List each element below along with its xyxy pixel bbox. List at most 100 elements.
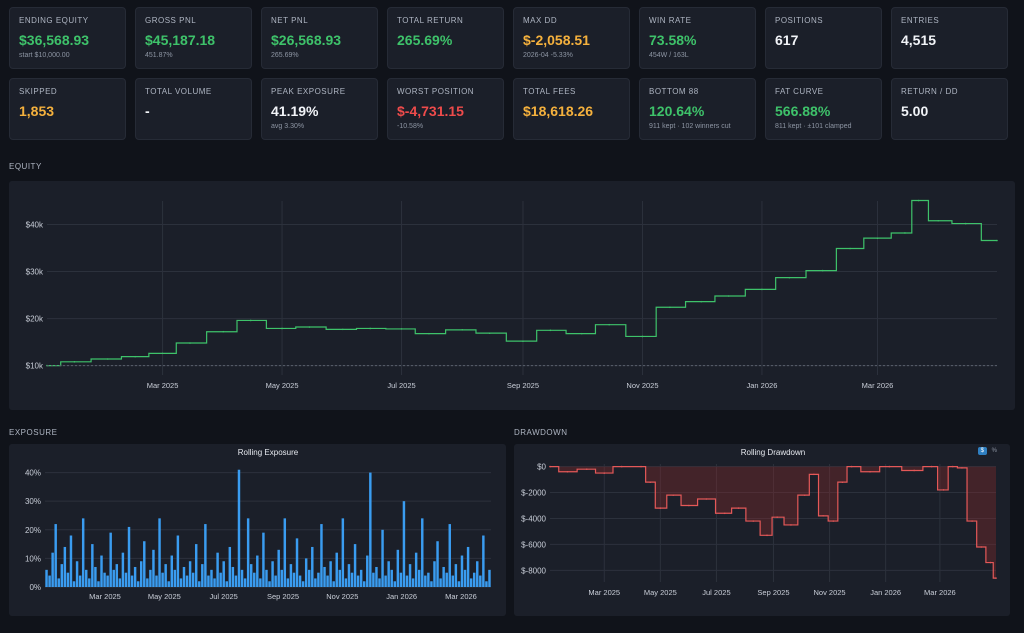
exposure-bar <box>45 569 48 587</box>
exposure-bar <box>243 578 247 587</box>
metric-subtext: 2026-04 -5.33% <box>523 52 573 59</box>
metric-value: 566.88% <box>775 103 831 119</box>
metric-card: NET PNL $26,568.93 265.69% <box>261 7 378 69</box>
exposure-bar <box>262 532 265 587</box>
metric-subtext: 911 kept · 102 winners cut <box>649 123 731 130</box>
y-tick-label: $-4000 <box>521 514 546 523</box>
equity-chart: $10k $20k $30k $40k Mar 2025 May 2025 Jul 2025… <box>26 199 998 390</box>
exposure-bar <box>387 561 390 587</box>
x-tick-label: Sep 2025 <box>267 592 299 601</box>
exposure-bar <box>472 572 476 587</box>
exposure-bar <box>112 569 115 587</box>
exposure-bar <box>136 581 140 587</box>
exposure-bar <box>198 581 201 587</box>
exposure-bar <box>57 578 60 587</box>
x-tick-label: Nov 2025 <box>626 381 658 390</box>
exposure-bar <box>72 581 76 587</box>
drawdown-point <box>649 481 652 483</box>
x-tick-label: Jan 2026 <box>870 588 901 597</box>
equity-point <box>937 219 940 222</box>
metric-value: 4,515 <box>901 32 937 48</box>
exposure-bar <box>146 578 149 587</box>
x-tick-label: May 2025 <box>266 381 299 390</box>
metric-subtext: 454W / 163L <box>649 52 689 59</box>
exposure-bar <box>393 581 397 587</box>
exposure-bar <box>350 572 354 587</box>
exposure-bar <box>133 566 137 587</box>
metric-subtext: avg 3.30% <box>271 123 305 130</box>
metric-value: 5.00 <box>901 103 929 119</box>
x-tick-label: Mar 2026 <box>862 381 894 390</box>
drawdown-line <box>550 465 996 579</box>
exposure-bar <box>170 555 174 587</box>
exposure-bar <box>451 575 455 587</box>
exposure-bar <box>421 518 424 587</box>
exposure-bar <box>427 572 430 587</box>
metrics-row-1: ENDING EQUITY $36,568.93 start $10,000.00 G… <box>9 7 1015 69</box>
drawdown-point <box>888 465 891 468</box>
metric-label: WIN RATE <box>649 16 692 25</box>
drawdown-point <box>869 470 871 473</box>
metric-label: PEAK EXPOSURE <box>271 87 346 96</box>
exposure-bar <box>317 572 320 587</box>
exposure-bar <box>118 578 122 587</box>
exposure-bar <box>91 544 94 587</box>
metric-value: - <box>145 103 150 119</box>
drawdown-point <box>961 467 963 469</box>
metric-subtext: start $10,000.00 <box>19 52 70 59</box>
exposure-bar <box>311 546 314 587</box>
drawdown-point <box>995 577 997 579</box>
equity-point <box>761 288 763 291</box>
metric-label: MAX DD <box>523 16 558 25</box>
exposure-bar <box>100 555 103 587</box>
exposure-bar <box>109 532 112 587</box>
exposure-bar <box>234 575 238 587</box>
equity-point <box>369 327 371 330</box>
x-tick-label: Mar 2025 <box>89 592 121 601</box>
exposure-bar <box>130 575 134 587</box>
drawdown-area <box>550 466 996 579</box>
exposure-bar <box>372 572 375 587</box>
chart-title: Rolling Drawdown <box>741 448 805 457</box>
exposure-bar <box>48 575 51 587</box>
x-tick-label: Jan 2026 <box>747 381 778 390</box>
drawdown-point <box>951 465 954 468</box>
exposure-bar <box>466 546 470 587</box>
x-tick-label: Mar 2026 <box>445 592 477 601</box>
exposure-bar <box>69 535 73 587</box>
equity-point <box>727 295 730 297</box>
exposure-bar <box>173 569 177 587</box>
exposure-bar <box>476 561 479 587</box>
unit-toggle: $ % <box>977 447 1000 455</box>
drawdown-point <box>942 489 945 491</box>
exposure-bar <box>369 472 372 587</box>
exposure-bar <box>283 518 287 587</box>
metric-value: 617 <box>775 32 799 48</box>
metric-value: $26,568.93 <box>271 32 342 48</box>
equity-point <box>106 358 109 360</box>
exposure-bar <box>338 569 342 587</box>
metric-card: TOTAL FEES $18,618.26 <box>513 78 630 140</box>
drawdown-point <box>672 494 675 496</box>
exposure-bar <box>454 564 458 587</box>
exposure-bar <box>320 524 323 587</box>
equity-point <box>996 239 998 242</box>
percent-toggle-button[interactable]: % <box>991 448 997 454</box>
metric-value: $-2,058.51 <box>523 32 590 48</box>
y-tick-label: $20k <box>26 315 44 324</box>
equity-point <box>700 300 703 303</box>
equity-point <box>488 332 491 334</box>
exposure-bar <box>216 552 219 587</box>
drawdown-chart: Rolling Drawdown $0 $-2000 $-4000 $-6000 $-80… <box>521 448 997 597</box>
drawdown-section-label: DRAWDOWN <box>514 428 568 437</box>
dollar-toggle-button[interactable]: $ <box>977 447 987 455</box>
y-tick-label: 40% <box>25 469 41 478</box>
metric-value: 73.58% <box>649 32 697 48</box>
x-tick-label: Mar 2025 <box>588 588 620 597</box>
exposure-bar <box>341 518 345 587</box>
exposure-bar <box>414 552 418 587</box>
equity-point <box>189 342 191 344</box>
exposure-bar <box>219 572 222 587</box>
exposure-bar <box>280 569 283 587</box>
exposure-bar <box>436 541 439 587</box>
